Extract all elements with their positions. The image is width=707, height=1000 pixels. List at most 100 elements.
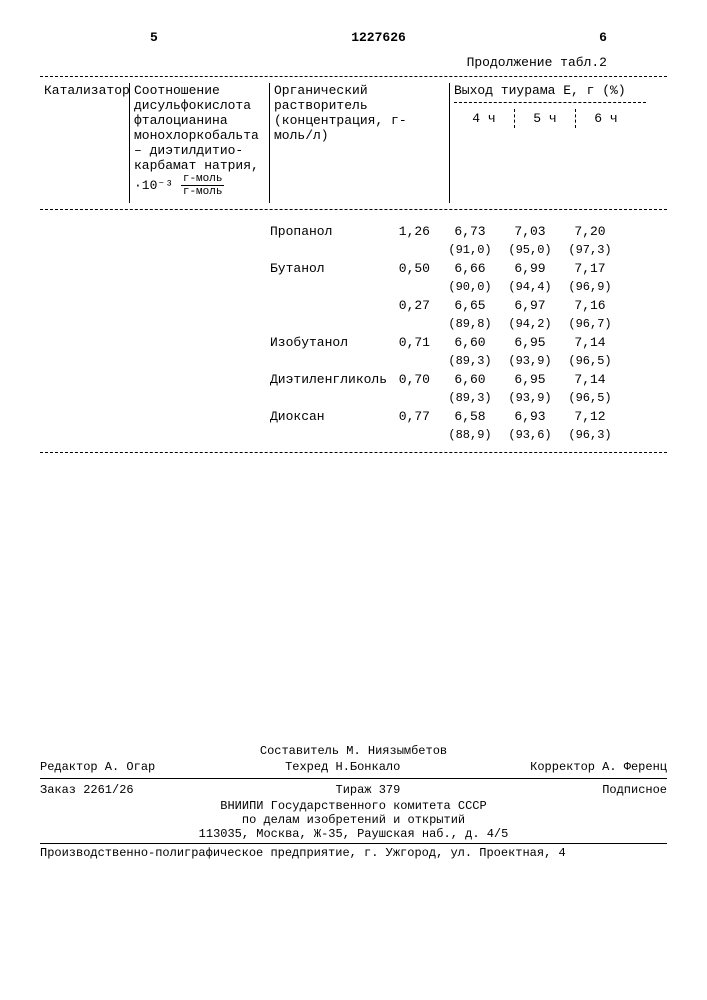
cell-4h-pct: (89,3) <box>440 391 500 405</box>
cell-solvent: Пропанол <box>270 224 390 239</box>
bottom-line: Производственно-полиграфическое предприя… <box>40 846 667 860</box>
cell-conc: 0,71 <box>390 335 440 350</box>
ratio-den: г-моль <box>181 186 225 198</box>
tirage: Тираж 379 <box>336 783 401 797</box>
doc-number: 1227626 <box>351 30 406 45</box>
table-row-paren: (91,0)(95,0)(97,3) <box>40 243 667 257</box>
ratio-fraction: г-моль г-моль <box>181 173 225 198</box>
table-row-paren: (88,9)(93,6)(96,3) <box>40 428 667 442</box>
cell-5h-pct: (93,9) <box>500 391 560 405</box>
table-row: 0,276,656,977,16 <box>40 298 667 313</box>
page-num-left: 5 <box>150 30 158 45</box>
cell-6h-pct: (96,5) <box>560 354 620 368</box>
cell-conc: 0,50 <box>390 261 440 276</box>
cell-4h: 6,66 <box>440 261 500 276</box>
cell-6h-pct: (96,7) <box>560 317 620 331</box>
cell-solvent: Изобутанол <box>270 335 390 350</box>
cell-4h: 6,73 <box>440 224 500 239</box>
cell-6h: 7,16 <box>560 298 620 313</box>
ratio-text: Соотношение дисульфокислота фталоцианина… <box>134 83 259 173</box>
cell-conc: 0,27 <box>390 298 440 313</box>
table-row: Пропанол1,266,737,037,20 <box>40 224 667 239</box>
compiler-line: Составитель М. Ниязымбетов <box>40 744 667 758</box>
table-row: Диоксан0,776,586,937,12 <box>40 409 667 424</box>
cell-6h-pct: (97,3) <box>560 243 620 257</box>
techred: Техред Н.Бонкало <box>285 760 400 774</box>
cell-solvent: Бутанол <box>270 261 390 276</box>
table-body: Пропанол1,266,737,037,20 (91,0)(95,0)(97,… <box>40 224 667 442</box>
org1: ВНИИПИ Государственного комитета СССР <box>40 799 667 813</box>
cell-4h-pct: (89,8) <box>440 317 500 331</box>
cell-5h-pct: (93,6) <box>500 428 560 442</box>
footer-block: Составитель М. Ниязымбетов Редактор А. О… <box>40 744 667 860</box>
cell-6h: 7,17 <box>560 261 620 276</box>
addr1: 113035, Москва, Ж-35, Раушская наб., д. … <box>40 827 667 841</box>
corrector: Корректор А. Ференц <box>530 760 667 774</box>
cell-4h: 6,65 <box>440 298 500 313</box>
footer-rule-2 <box>40 843 667 844</box>
subheader-line <box>454 102 646 103</box>
table-row-paren: (89,8)(94,2)(96,7) <box>40 317 667 331</box>
order-line: Заказ 2261/26 Тираж 379 Подписное <box>40 781 667 799</box>
cell-5h: 6,99 <box>500 261 560 276</box>
cell-solvent: Диоксан <box>270 409 390 424</box>
sub-6h: 6 ч <box>575 109 636 128</box>
table-caption: Продолжение табл.2 <box>40 55 667 70</box>
cell-6h: 7,14 <box>560 372 620 387</box>
footer-rule-1 <box>40 778 667 779</box>
cell-4h: 6,60 <box>440 335 500 350</box>
cell-5h-pct: (93,9) <box>500 354 560 368</box>
sign: Подписное <box>602 783 667 797</box>
cell-5h-pct: (95,0) <box>500 243 560 257</box>
editor: Редактор А. Огар <box>40 760 155 774</box>
col-yield: Выход тиурама Е, г (%) 4 ч 5 ч 6 ч <box>450 83 650 128</box>
page-header: 5 1227626 6 <box>40 30 667 45</box>
rule-bottom <box>40 452 667 453</box>
cell-5h: 6,93 <box>500 409 560 424</box>
table-row-paren: (89,3)(93,9)(96,5) <box>40 354 667 368</box>
cell-5h-pct: (94,4) <box>500 280 560 294</box>
cell-conc: 1,26 <box>390 224 440 239</box>
cell-solvent: Диэтиленгликоль <box>270 372 390 387</box>
ratio-num: г-моль <box>181 173 225 186</box>
col-catalyst: Катализатор <box>40 83 130 203</box>
order: Заказ 2261/26 <box>40 783 134 797</box>
sub-5h: 5 ч <box>514 109 575 128</box>
rule-head-bottom <box>40 209 667 210</box>
table-row-paren: (89,3)(93,9)(96,5) <box>40 391 667 405</box>
yield-title: Выход тиурама Е, г (%) <box>454 83 626 98</box>
cell-conc: 0,77 <box>390 409 440 424</box>
cell-5h: 6,95 <box>500 372 560 387</box>
yield-subheader: 4 ч 5 ч 6 ч <box>454 109 646 128</box>
cell-6h: 7,14 <box>560 335 620 350</box>
page-num-right: 6 <box>599 30 607 45</box>
cell-4h-pct: (88,9) <box>440 428 500 442</box>
cell-4h: 6,60 <box>440 372 500 387</box>
cell-5h-pct: (94,2) <box>500 317 560 331</box>
sub-4h: 4 ч <box>454 109 514 128</box>
org2: по делам изобретений и открытий <box>40 813 667 827</box>
ratio-mult: ·10⁻³ <box>134 178 173 193</box>
cell-5h: 7,03 <box>500 224 560 239</box>
col-solvent: Органический растворитель (концентрация,… <box>270 83 450 203</box>
cell-6h-pct: (96,5) <box>560 391 620 405</box>
table-row: Бутанол0,506,666,997,17 <box>40 261 667 276</box>
cell-6h-pct: (96,9) <box>560 280 620 294</box>
cell-6h-pct: (96,3) <box>560 428 620 442</box>
table-row: Изобутанол0,716,606,957,14 <box>40 335 667 350</box>
credits-line: Редактор А. Огар Техред Н.Бонкало Коррек… <box>40 758 667 776</box>
cell-4h-pct: (90,0) <box>440 280 500 294</box>
col-ratio: Соотношение дисульфокислота фталоцианина… <box>130 83 270 203</box>
table-row-paren: (90,0)(94,4)(96,9) <box>40 280 667 294</box>
table-header-row: Катализатор Соотношение дисульфокислота … <box>40 79 667 207</box>
table-row: Диэтиленгликоль0,706,606,957,14 <box>40 372 667 387</box>
cell-6h: 7,12 <box>560 409 620 424</box>
cell-5h: 6,97 <box>500 298 560 313</box>
document-page: 5 1227626 6 Продолжение табл.2 Катализат… <box>0 0 707 453</box>
cell-4h: 6,58 <box>440 409 500 424</box>
cell-solvent <box>270 298 390 313</box>
cell-5h: 6,95 <box>500 335 560 350</box>
cell-4h-pct: (91,0) <box>440 243 500 257</box>
cell-conc: 0,70 <box>390 372 440 387</box>
cell-6h: 7,20 <box>560 224 620 239</box>
